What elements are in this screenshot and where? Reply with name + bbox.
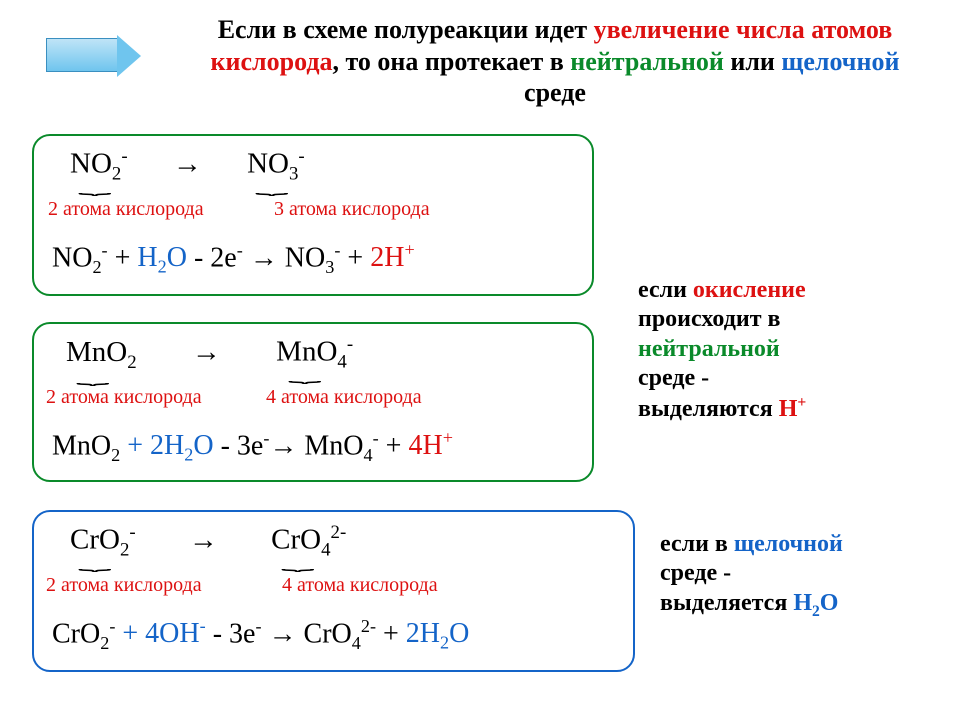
- reaction-box-2: MnO2 ⏟ → MnO4- ⏟ 2 атома кислорода 4 ато…: [32, 322, 594, 482]
- schema-3: CrO2- ⏟ → CrO42- ⏟ 2 атома кислорода 4 а…: [52, 522, 615, 562]
- schema-1: NO2- ⏟ → NO3- ⏟ 2 атома кислорода 3 атом…: [52, 146, 574, 186]
- al: 2 атома: [48, 198, 116, 220]
- schema-2: MnO2 ⏟ → MnO4- ⏟ 2 атома кислорода 4 ато…: [52, 334, 574, 374]
- sl-sub: 2: [112, 163, 121, 184]
- sr: NO: [247, 148, 289, 180]
- title-part: или: [724, 47, 782, 76]
- page-title: Если в схеме полуреакции идет увеличение…: [185, 14, 925, 109]
- sr-sub: 3: [289, 163, 298, 184]
- side-note-2: если в щелочной среде - выделяется H2O: [660, 530, 950, 620]
- ar: 3 атома: [274, 198, 342, 220]
- equation-2: MnO2 + 2H2O - 3e-→ MnO4- + 4H+: [52, 428, 574, 466]
- e: NO: [52, 242, 92, 273]
- equation-1: NO2- + H2O - 2e- → NO3- + 2H+: [52, 240, 574, 278]
- side-note-1: если окисление происходит в нейтральной …: [638, 276, 938, 424]
- title-part: среде: [524, 78, 586, 107]
- arrow: →: [173, 148, 202, 181]
- sl: NO: [70, 148, 112, 180]
- reaction-box-1: NO2- ⏟ → NO3- ⏟ 2 атома кислорода 3 атом…: [32, 134, 594, 296]
- title-blue: щелочной: [781, 47, 899, 76]
- title-part: , то она протекает в: [333, 47, 571, 76]
- al2: кислорода: [116, 198, 204, 220]
- reaction-box-3: CrO2- ⏟ → CrO42- ⏟ 2 атома кислорода 4 а…: [32, 510, 635, 672]
- ar2: кислорода: [342, 198, 430, 220]
- bullet-arrow: [46, 38, 118, 72]
- sl-sup: -: [121, 146, 127, 167]
- equation-3: CrO2- + 4OH- - 3e- → CrO42- + 2H2O: [52, 616, 615, 654]
- title-green: нейтральной: [570, 47, 724, 76]
- sr-sup: -: [298, 146, 304, 167]
- title-part: Если в схеме полуреакции идет: [218, 15, 594, 44]
